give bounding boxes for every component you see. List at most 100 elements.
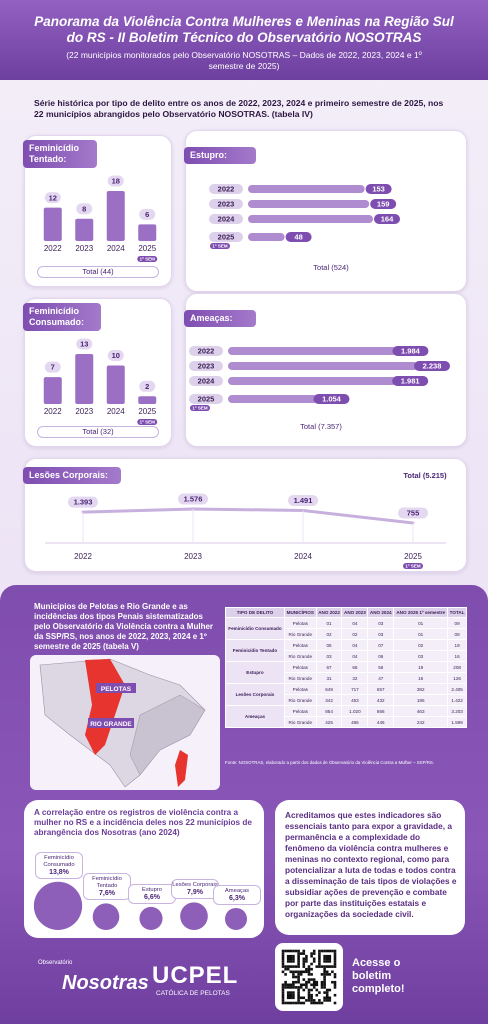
period-note-bg [190, 405, 210, 411]
qr-cell [323, 996, 326, 1000]
table-cell: 06 [315, 639, 343, 651]
x-tick-label: 2024 [107, 244, 125, 253]
qr-cell [297, 1001, 300, 1005]
qr-cell [284, 980, 287, 984]
qr-cell [323, 965, 326, 968]
x-tick-label: 2023 [184, 552, 202, 561]
qr-cell [307, 973, 311, 976]
qr-cell [289, 996, 293, 1000]
value-label-bg [414, 361, 450, 371]
y-tick-label: 2024 [198, 377, 216, 386]
total: Total (5.215) [395, 471, 455, 481]
qr-cell [315, 1001, 319, 1005]
value-label: 18 [112, 177, 120, 186]
qr-cell [284, 986, 287, 989]
qr-cell [312, 952, 316, 955]
table-cell: Feminicídio Consumado [225, 617, 285, 640]
bar [248, 185, 365, 193]
qr-cell [307, 980, 311, 984]
qr-cell [312, 983, 316, 987]
bubble [139, 906, 163, 930]
qr-cell [297, 957, 300, 961]
chart-title: Estupro: [184, 147, 256, 164]
qr-cell [292, 973, 295, 976]
table-cell: 31 [315, 672, 343, 684]
qr-cell [305, 983, 308, 987]
qr-cell [305, 999, 308, 1002]
qr-cell [294, 1001, 298, 1005]
qr-cell [299, 952, 303, 955]
bar [228, 362, 418, 370]
table-cell: 208 [447, 661, 467, 673]
x-tick-label: 2025 [138, 244, 156, 253]
table-cell: 453 [341, 694, 369, 706]
bubble [92, 903, 120, 930]
bar [248, 200, 370, 208]
qr-cell [323, 970, 326, 974]
qr-cell [302, 978, 306, 981]
qr-cell [328, 996, 332, 1000]
table-body: Feminicídio Consumado Pelotas 01 04 03 01 09 Ri… [225, 617, 467, 728]
column-header: MUNICÍPIOS [283, 607, 317, 618]
map: PELOTAS RIO GRANDE [30, 655, 220, 790]
intro: Série histórica por tipo de delito entre… [34, 98, 444, 119]
map-label-bg [88, 718, 134, 728]
table-cell: 09 [447, 617, 467, 629]
x-tick-label: 2022 [74, 552, 92, 561]
table-cell: 03 [367, 628, 395, 640]
closing-card: Acreditamos que estes indicadores são es… [275, 800, 465, 935]
chart-title: A correlação entre os registros de violê… [34, 808, 252, 837]
value-label-bg [370, 199, 397, 209]
qr-cell [294, 980, 298, 984]
qr-cell [331, 970, 334, 974]
bar [75, 354, 94, 404]
qr-cell [286, 954, 290, 958]
table-row: Ameaças Pelotas 854 1.020 866 463 3.203 [225, 705, 467, 728]
chart-card: 2022 153 2023 159 2024 164 2025 48 1º SEM Estupr… [184, 130, 467, 292]
qr-cell [333, 962, 337, 966]
bubble-value: 6,3% [229, 894, 245, 902]
qr-cell [289, 993, 293, 997]
bubble-category: Ameaças [224, 887, 250, 894]
total: Total (44) [37, 266, 159, 278]
value-label-bg [374, 214, 400, 224]
qr-cell [307, 965, 311, 968]
value-label: 159 [377, 200, 390, 209]
qr-cell [297, 988, 300, 992]
qr-cell [310, 967, 313, 971]
qr-cell [297, 991, 300, 994]
qr-cell [310, 983, 313, 987]
qr-cell [307, 970, 311, 974]
table-cell: 03 [393, 650, 449, 662]
y-tick-label: 2024 [218, 215, 236, 224]
qr-cell [281, 991, 285, 994]
qr-cell [312, 960, 316, 963]
y-tick-label-bg [189, 394, 223, 404]
value-label: 2 [145, 382, 149, 391]
x-tick-label: 2022 [44, 244, 62, 253]
table-cell: 425 [315, 716, 343, 728]
qr-cell [302, 949, 306, 953]
table-row: Estupro Pelotas 67 66 56 19 208 [225, 661, 467, 684]
qr-cell [325, 970, 329, 974]
qr-cell [286, 965, 290, 968]
table-cell: 56 [367, 661, 395, 673]
qr-cell [289, 960, 293, 963]
map-region [175, 750, 188, 787]
call-to-action: Acesse o boletim completo! [352, 957, 405, 995]
table-cell: 07 [367, 639, 395, 651]
qr-cell [310, 962, 313, 966]
bar [138, 396, 157, 404]
qr-cell [297, 952, 300, 955]
qr-cell [325, 988, 329, 992]
table-cell: 02 [341, 628, 369, 640]
y-tick-label-bg [209, 214, 243, 224]
qr-cell [320, 949, 324, 953]
qr-cell [292, 970, 295, 974]
qr-cell [284, 973, 287, 976]
qr-cell [297, 986, 300, 989]
bubble-category: Feminicídio Tentado [92, 876, 122, 890]
qr-cell [318, 952, 321, 955]
table-cell: 1.422 [447, 694, 467, 706]
qr-cell [284, 983, 287, 987]
